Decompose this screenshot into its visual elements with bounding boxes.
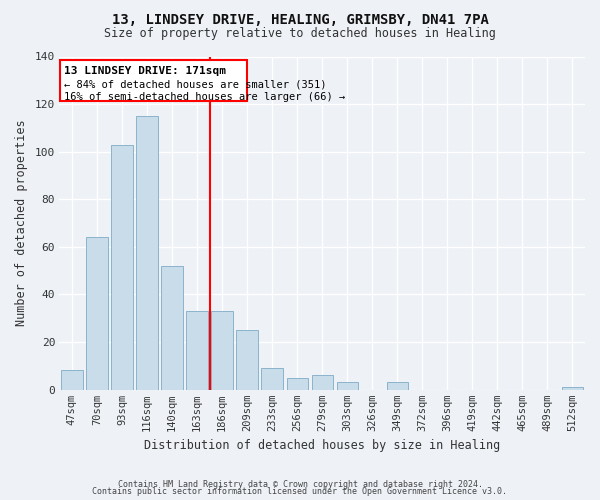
Bar: [337, 382, 358, 390]
Bar: [61, 370, 83, 390]
Text: Contains public sector information licensed under the Open Government Licence v3: Contains public sector information licen…: [92, 488, 508, 496]
Bar: [211, 311, 233, 390]
Bar: [111, 144, 133, 390]
Bar: [262, 368, 283, 390]
Bar: [236, 330, 258, 390]
Bar: [187, 311, 208, 390]
Bar: [86, 238, 107, 390]
Bar: [287, 378, 308, 390]
Text: Contains HM Land Registry data © Crown copyright and database right 2024.: Contains HM Land Registry data © Crown c…: [118, 480, 482, 489]
Y-axis label: Number of detached properties: Number of detached properties: [15, 120, 28, 326]
X-axis label: Distribution of detached houses by size in Healing: Distribution of detached houses by size …: [144, 440, 500, 452]
Text: Size of property relative to detached houses in Healing: Size of property relative to detached ho…: [104, 27, 496, 40]
Bar: [136, 116, 158, 390]
Bar: [311, 375, 333, 390]
FancyBboxPatch shape: [60, 60, 247, 100]
Text: 13 LINDSEY DRIVE: 171sqm: 13 LINDSEY DRIVE: 171sqm: [64, 66, 226, 76]
Bar: [161, 266, 182, 390]
Text: ← 84% of detached houses are smaller (351): ← 84% of detached houses are smaller (35…: [64, 79, 326, 89]
Text: 16% of semi-detached houses are larger (66) →: 16% of semi-detached houses are larger (…: [64, 92, 345, 102]
Text: 13, LINDSEY DRIVE, HEALING, GRIMSBY, DN41 7PA: 13, LINDSEY DRIVE, HEALING, GRIMSBY, DN4…: [112, 12, 488, 26]
Bar: [562, 387, 583, 390]
Bar: [386, 382, 408, 390]
